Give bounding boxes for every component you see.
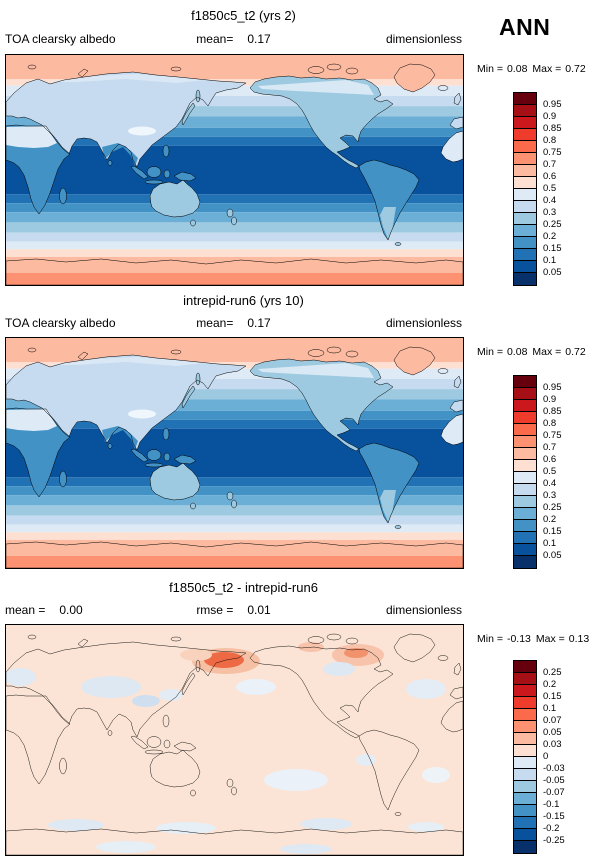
panel2-colorbar: 0.95 0.9 0.85 0.8 0.75 0.7 0.6 0.5 0.4 0.3 0.25 0.2… (513, 375, 583, 569)
panel1-minmax: Min = 0.08 Max = 0.72 (477, 63, 607, 75)
panel1-max-label: Max = (532, 63, 562, 75)
panel1-mean-value: 0.17 (247, 32, 271, 46)
panel1-map (5, 54, 464, 286)
panel2-mean-label: mean= (196, 316, 234, 330)
panel1-title: f1850c5_t2 (yrs 2) (191, 8, 296, 23)
panel2-minmax: Min = 0.08 Max = 0.72 (477, 346, 607, 358)
panel3-max-value: 0.13 (568, 633, 590, 645)
panel3-rmse-stat: rmse = 0.01 (5, 603, 462, 617)
panel3-rmse-value: 0.01 (247, 603, 271, 617)
panel2-mean-stat: mean= 0.17 (5, 316, 462, 330)
panel2-min-value: 0.08 (506, 346, 528, 358)
panel2-min-label: Min = (477, 346, 503, 358)
panel3-min-label: Min = (477, 633, 503, 645)
panel3-title: f1850c5_t2 - intrepid-run6 (169, 580, 318, 595)
panel2-mean-value: 0.17 (247, 316, 271, 330)
panel1-max-value: 0.72 (565, 63, 586, 75)
panel1-colorbar: 0.95 0.9 0.85 0.8 0.75 0.7 0.6 0.5 0.4 0.3 0.25 0.2… (513, 92, 583, 286)
panel3-mean-value: 0.00 (59, 603, 83, 617)
panel3-mean-stat: mean = 0.00 (5, 603, 83, 617)
panel1-mean-stat: mean= 0.17 (5, 32, 462, 46)
panel3-rmse-label: rmse = (196, 603, 234, 617)
panel2-map (5, 337, 464, 569)
panel1-variable-label: TOA clearsky albedo (5, 32, 116, 46)
panel2-units-label: dimensionless (385, 316, 462, 330)
panel2-max-label: Max = (532, 346, 562, 358)
panel3-colorbar: 0.25 0.2 0.15 0.1 0.07 0.05 0.03 0 -0.03 -0.05 -0.… (513, 660, 583, 854)
panel1-units-label: dimensionless (385, 32, 462, 46)
panel3-max-label: Max = (535, 633, 565, 645)
panel3-mean-label: mean = (5, 603, 46, 617)
panel3-minmax: Min = -0.13 Max = 0.13 (477, 633, 607, 645)
panel2-variable-label: TOA clearsky albedo (5, 316, 116, 330)
panel3-min-value: -0.13 (506, 633, 531, 645)
panel3-units-label: dimensionless (385, 603, 462, 617)
panel1-min-label: Min = (477, 63, 503, 75)
season-label: ANN (499, 14, 551, 40)
panel1-min-value: 0.08 (506, 63, 528, 75)
panel2-max-value: 0.72 (565, 346, 586, 358)
panel1-mean-label: mean= (196, 32, 234, 46)
panel2-title: intrepid-run6 (yrs 10) (183, 293, 304, 308)
panel3-difference-map (5, 624, 464, 856)
